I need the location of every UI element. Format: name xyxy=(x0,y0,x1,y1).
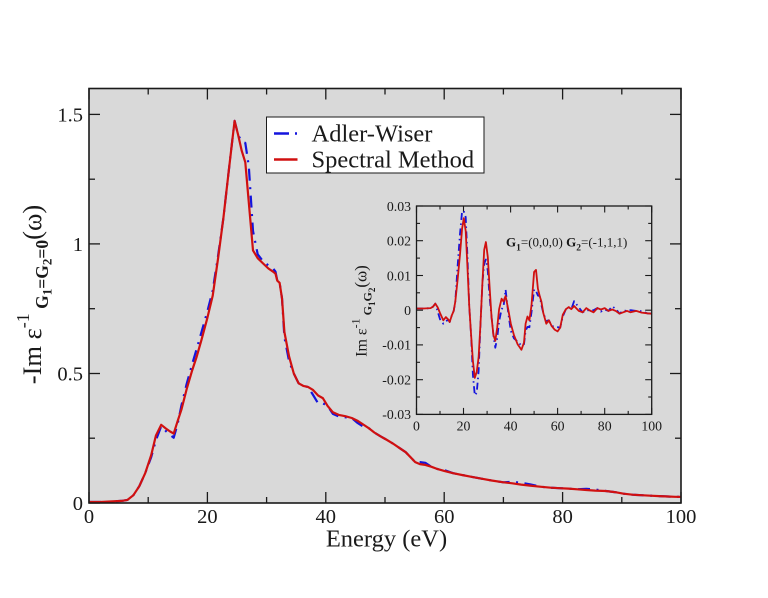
svg-text:0.03: 0.03 xyxy=(387,199,411,214)
svg-text:0.02: 0.02 xyxy=(387,234,411,249)
svg-text:0: 0 xyxy=(73,493,83,515)
svg-text:0: 0 xyxy=(84,506,94,528)
svg-text:20: 20 xyxy=(457,419,471,434)
svg-text:-0.01: -0.01 xyxy=(382,338,411,353)
svg-text:0.01: 0.01 xyxy=(387,268,411,283)
svg-text:40: 40 xyxy=(504,419,518,434)
svg-text:100: 100 xyxy=(641,419,662,434)
svg-text:Spectral Method: Spectral Method xyxy=(312,147,475,174)
svg-text:0: 0 xyxy=(404,303,411,318)
svg-text:-0.02: -0.02 xyxy=(382,373,411,388)
svg-text:20: 20 xyxy=(197,506,218,528)
svg-text:G1=(0,0,0) G2=(-1,1,1): G1=(0,0,0) G2=(-1,1,1) xyxy=(506,235,627,254)
svg-text:-0.03: -0.03 xyxy=(382,407,411,422)
svg-text:Adler-Wiser: Adler-Wiser xyxy=(312,121,433,148)
svg-text:1.5: 1.5 xyxy=(57,104,83,126)
svg-text:60: 60 xyxy=(434,506,455,528)
svg-text:40: 40 xyxy=(316,506,337,528)
svg-text:1: 1 xyxy=(73,234,83,256)
svg-text:0: 0 xyxy=(413,419,420,434)
svg-text:60: 60 xyxy=(551,419,565,434)
svg-text:80: 80 xyxy=(552,506,573,528)
svg-text:0.5: 0.5 xyxy=(57,364,83,386)
svg-text:Energy (eV): Energy (eV) xyxy=(326,526,447,553)
svg-text:100: 100 xyxy=(666,506,697,528)
svg-text:80: 80 xyxy=(598,419,612,434)
